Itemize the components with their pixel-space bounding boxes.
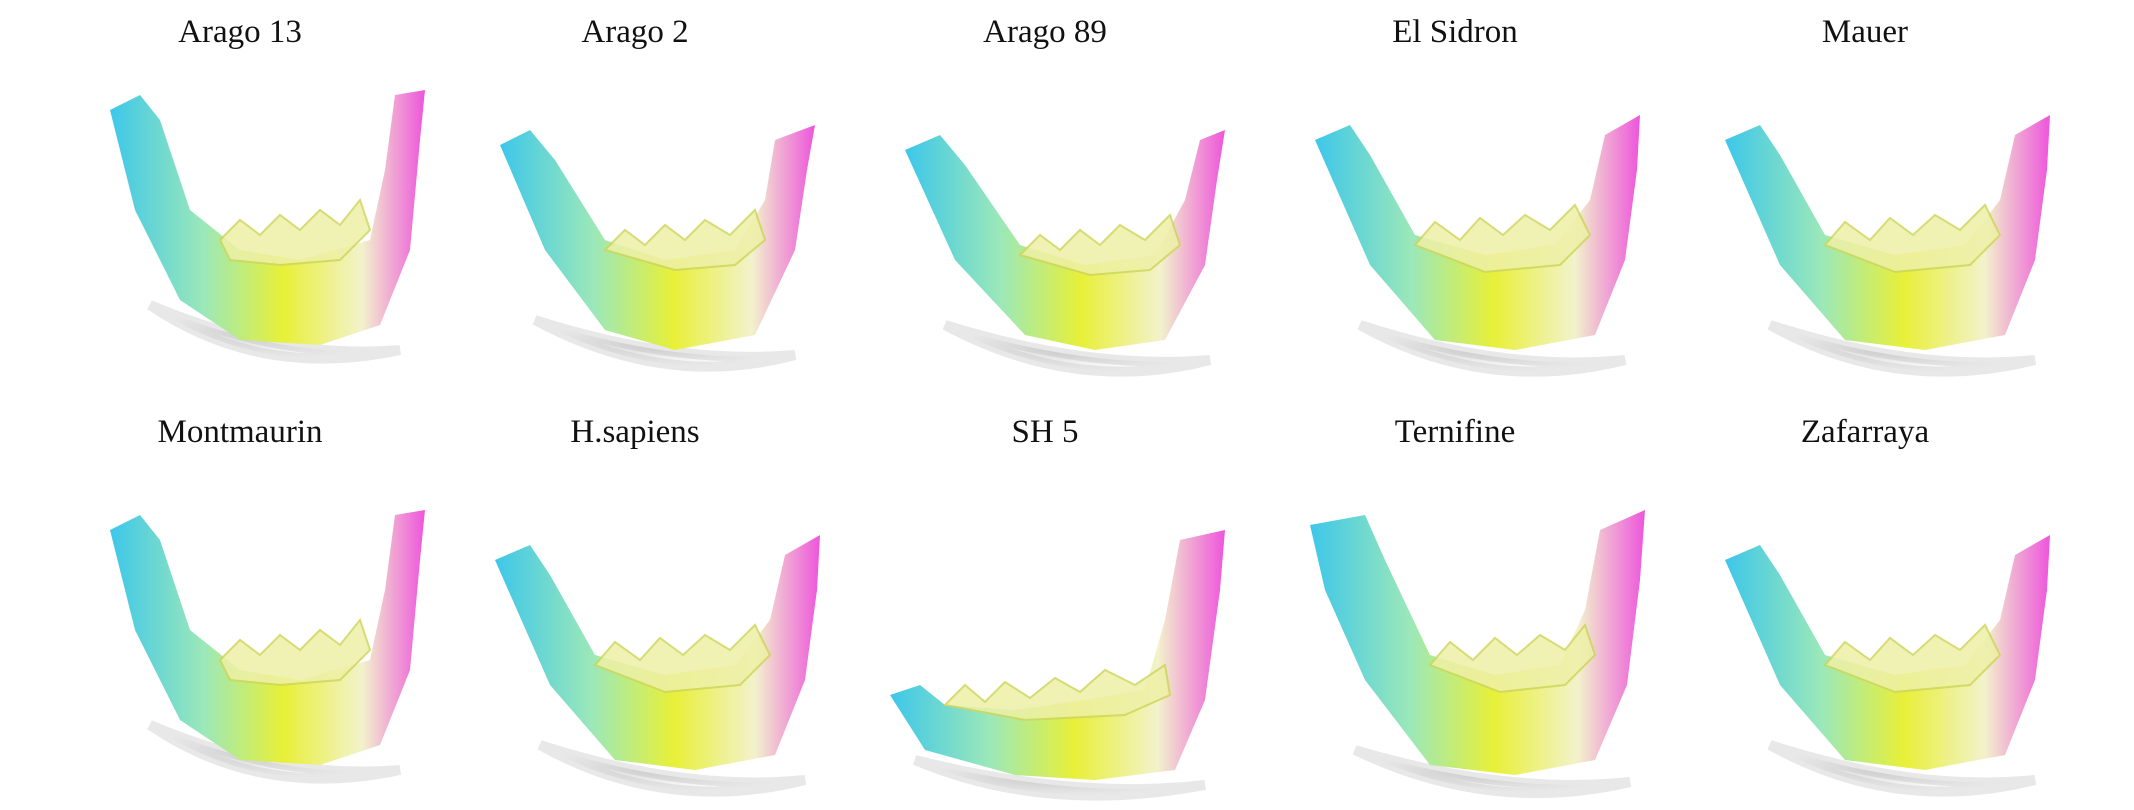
mandible-body <box>500 125 815 350</box>
mandible-body <box>1310 510 1645 775</box>
specimen-panel: Mauer <box>1665 0 2065 400</box>
specimen-panel: SH 5 <box>845 400 1245 801</box>
specimen-label: Arago 2 <box>581 14 689 50</box>
specimen-label: El Sidron <box>1392 14 1518 50</box>
specimen-label: Mauer <box>1821 14 1909 50</box>
cast-shadow <box>913 755 1206 801</box>
specimen-label: Ternifine <box>1394 414 1516 450</box>
specimen-panel: Montmaurin <box>40 400 440 800</box>
tooth-row <box>1018 213 1182 277</box>
tooth-row <box>942 663 1172 722</box>
mandible-body <box>1725 535 2050 770</box>
cast-shadow <box>532 315 797 372</box>
cast-shadow <box>1767 320 2037 377</box>
cast-shadow <box>537 740 807 797</box>
specimen-panel: El Sidron <box>1255 0 1655 400</box>
specimen-panel: Zafarraya <box>1665 400 2065 800</box>
mandible-body <box>1315 115 1640 350</box>
specimen-panel: H.sapiens <box>435 400 835 800</box>
cast-shadow <box>942 320 1212 377</box>
specimen-label: Arago 89 <box>983 14 1107 50</box>
specimen-label: SH 5 <box>1011 414 1079 450</box>
specimen-label: H.sapiens <box>570 414 700 450</box>
mandible-render <box>1725 115 2050 377</box>
mandible-render <box>495 535 820 797</box>
mandible-render <box>1725 535 2050 797</box>
tooth-row <box>603 208 767 272</box>
mandible-render <box>1315 115 1640 377</box>
tooth-row <box>1823 203 2002 274</box>
mandible-body <box>110 90 425 345</box>
tooth-row <box>1413 203 1592 274</box>
specimen-panel: Arago 89 <box>845 0 1245 400</box>
mandible-render <box>500 125 815 372</box>
mandible-render <box>1310 510 1645 799</box>
mandible-body <box>890 530 1225 780</box>
specimen-label: Arago 13 <box>178 14 302 50</box>
tooth-row <box>1823 623 2002 694</box>
mandible-render <box>110 90 425 364</box>
tooth-row <box>593 623 772 694</box>
specimen-label: Zafarraya <box>1800 414 1930 450</box>
specimen-panel: Arago 13 <box>40 0 440 400</box>
tooth-row <box>218 617 372 687</box>
mandible-body <box>110 510 425 765</box>
mandible-render <box>890 530 1225 801</box>
specimen-panel: Arago 2 <box>435 0 835 400</box>
mandible-render <box>110 510 425 784</box>
cast-shadow <box>1767 740 2037 797</box>
mandible-body <box>905 130 1225 350</box>
mandible-render <box>905 130 1225 377</box>
cast-shadow <box>1357 320 1627 377</box>
tooth-row <box>1428 622 1597 694</box>
mandible-body <box>1725 115 2050 350</box>
mandible-body <box>495 535 820 770</box>
specimen-label: Montmaurin <box>157 414 323 450</box>
specimen-panel: Ternifine <box>1255 400 1655 800</box>
cast-shadow <box>1352 745 1632 799</box>
tooth-row <box>218 197 372 267</box>
